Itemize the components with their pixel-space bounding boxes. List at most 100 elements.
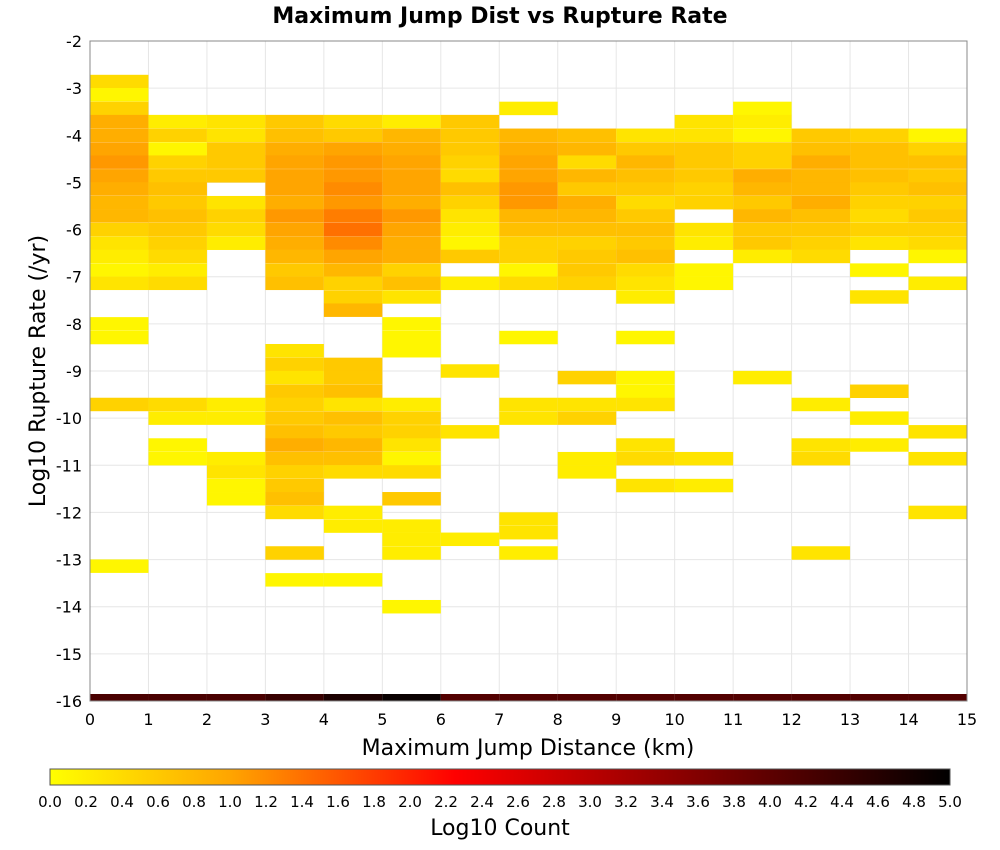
heatmap-cell bbox=[382, 182, 441, 196]
colorbar-tick-label: 2.8 bbox=[542, 793, 566, 811]
heatmap-cell bbox=[148, 142, 207, 156]
colorbar-tick-label: 3.6 bbox=[686, 793, 710, 811]
heatmap-cell bbox=[323, 114, 383, 129]
colorbar-ticks: 0.0 0.2 0.4 0.6 0.8 1.0 1.2 1.4 1.6 1.8 2.0 2.2 2.4 2… bbox=[38, 793, 962, 811]
heatmap-cell bbox=[90, 236, 149, 250]
heatmap-cell bbox=[616, 478, 675, 493]
x-tick-label: 14 bbox=[898, 710, 918, 729]
heatmap-cell bbox=[265, 370, 324, 385]
heatmap-cell bbox=[440, 236, 500, 250]
heatmap-cell bbox=[440, 195, 500, 210]
y-tick-label: -4 bbox=[66, 126, 82, 145]
heatmap-cell bbox=[616, 290, 675, 304]
heatmap-cell bbox=[616, 370, 675, 385]
heatmap-cell bbox=[90, 88, 149, 102]
heatmap-cell bbox=[850, 169, 909, 183]
heatmap-cell bbox=[908, 451, 967, 466]
colorbar-tick-label: 2.0 bbox=[398, 793, 422, 811]
heatmap-cell bbox=[733, 249, 792, 264]
heatmap-cell bbox=[206, 114, 266, 129]
heatmap-cell bbox=[90, 222, 149, 237]
x-tick-label: 10 bbox=[664, 710, 684, 729]
heatmap-cell bbox=[382, 451, 441, 466]
heatmap-cell bbox=[265, 263, 324, 277]
colorbar-tick-label: 0.2 bbox=[74, 793, 98, 811]
heatmap-cell bbox=[323, 425, 383, 439]
heatmap-cell bbox=[323, 519, 383, 533]
heatmap-cell bbox=[440, 222, 500, 237]
heatmap-cell bbox=[733, 222, 792, 237]
colorbar-tick-label: 0.6 bbox=[146, 793, 170, 811]
colorbar-label: Log10 Count bbox=[430, 816, 570, 841]
heatmap-cell bbox=[206, 236, 266, 250]
heatmap-cell bbox=[148, 411, 207, 425]
heatmap-cell bbox=[908, 694, 967, 701]
heatmap-cell bbox=[616, 195, 675, 210]
y-tick-label: -3 bbox=[66, 79, 82, 98]
heatmap-cell bbox=[557, 249, 617, 264]
colorbar-tick-label: 3.4 bbox=[650, 793, 674, 811]
heatmap-cell bbox=[148, 222, 207, 237]
heatmap-cells bbox=[90, 74, 967, 701]
heatmap-cell bbox=[557, 236, 617, 250]
heatmap-cell bbox=[791, 451, 851, 466]
heatmap-cell bbox=[265, 114, 324, 129]
heatmap-cell bbox=[850, 411, 909, 425]
colorbar-tick-label: 5.0 bbox=[938, 793, 962, 811]
heatmap-cell bbox=[557, 397, 617, 412]
heatmap-cell bbox=[382, 128, 441, 143]
heatmap-cell bbox=[733, 370, 792, 385]
heatmap-cell bbox=[674, 236, 734, 250]
heatmap-cell bbox=[148, 249, 207, 264]
heatmap-cell bbox=[499, 182, 558, 196]
heatmap-cell bbox=[499, 512, 558, 526]
heatmap-cell bbox=[557, 195, 617, 210]
heatmap-cell bbox=[148, 397, 207, 412]
x-tick-label: 8 bbox=[553, 710, 563, 729]
y-tick-label: -9 bbox=[66, 362, 82, 381]
heatmap-cell bbox=[323, 451, 383, 466]
heatmap-cell bbox=[616, 236, 675, 250]
heatmap-cell bbox=[499, 155, 558, 169]
heatmap-cell bbox=[791, 249, 851, 264]
heatmap-cell bbox=[850, 142, 909, 156]
heatmap-cell bbox=[90, 276, 149, 291]
heatmap-cell bbox=[616, 182, 675, 196]
heatmap-cell bbox=[733, 128, 792, 143]
heatmap-cell bbox=[90, 155, 149, 169]
x-tick-label: 2 bbox=[202, 710, 212, 729]
heatmap-cell bbox=[557, 451, 617, 466]
colorbar-tick-label: 4.4 bbox=[830, 793, 854, 811]
colorbar-tick-label: 0.0 bbox=[38, 793, 62, 811]
heatmap-cell bbox=[440, 532, 500, 547]
heatmap-cell bbox=[265, 505, 324, 520]
heatmap-cell bbox=[908, 249, 967, 264]
y-tick-label: -6 bbox=[66, 221, 82, 240]
heatmap-cell bbox=[733, 195, 792, 210]
heatmap-cell bbox=[616, 222, 675, 237]
heatmap-cell bbox=[148, 155, 207, 169]
heatmap-cell bbox=[908, 236, 967, 250]
y-tick-label: -15 bbox=[56, 645, 82, 664]
heatmap-cell bbox=[265, 128, 324, 143]
heatmap-cell bbox=[323, 182, 383, 196]
heatmap-cell bbox=[499, 169, 558, 183]
heatmap-cell bbox=[90, 397, 149, 412]
heatmap-cell bbox=[850, 384, 909, 399]
heatmap-cell bbox=[382, 465, 441, 479]
heatmap-cell bbox=[557, 209, 617, 223]
heatmap-cell bbox=[382, 492, 441, 506]
heatmap-cell bbox=[616, 384, 675, 399]
heatmap-cell bbox=[440, 249, 500, 264]
heatmap-cell bbox=[440, 114, 500, 129]
x-tick-label: 6 bbox=[436, 710, 446, 729]
heatmap-cell bbox=[323, 465, 383, 479]
x-tick-label: 13 bbox=[840, 710, 860, 729]
heatmap-cell bbox=[382, 317, 441, 331]
heatmap-cell bbox=[206, 478, 266, 493]
heatmap-cell bbox=[382, 519, 441, 533]
heatmap-cell bbox=[616, 142, 675, 156]
heatmap-cell bbox=[908, 169, 967, 183]
heatmap-cell bbox=[557, 465, 617, 479]
heatmap-cell bbox=[382, 169, 441, 183]
